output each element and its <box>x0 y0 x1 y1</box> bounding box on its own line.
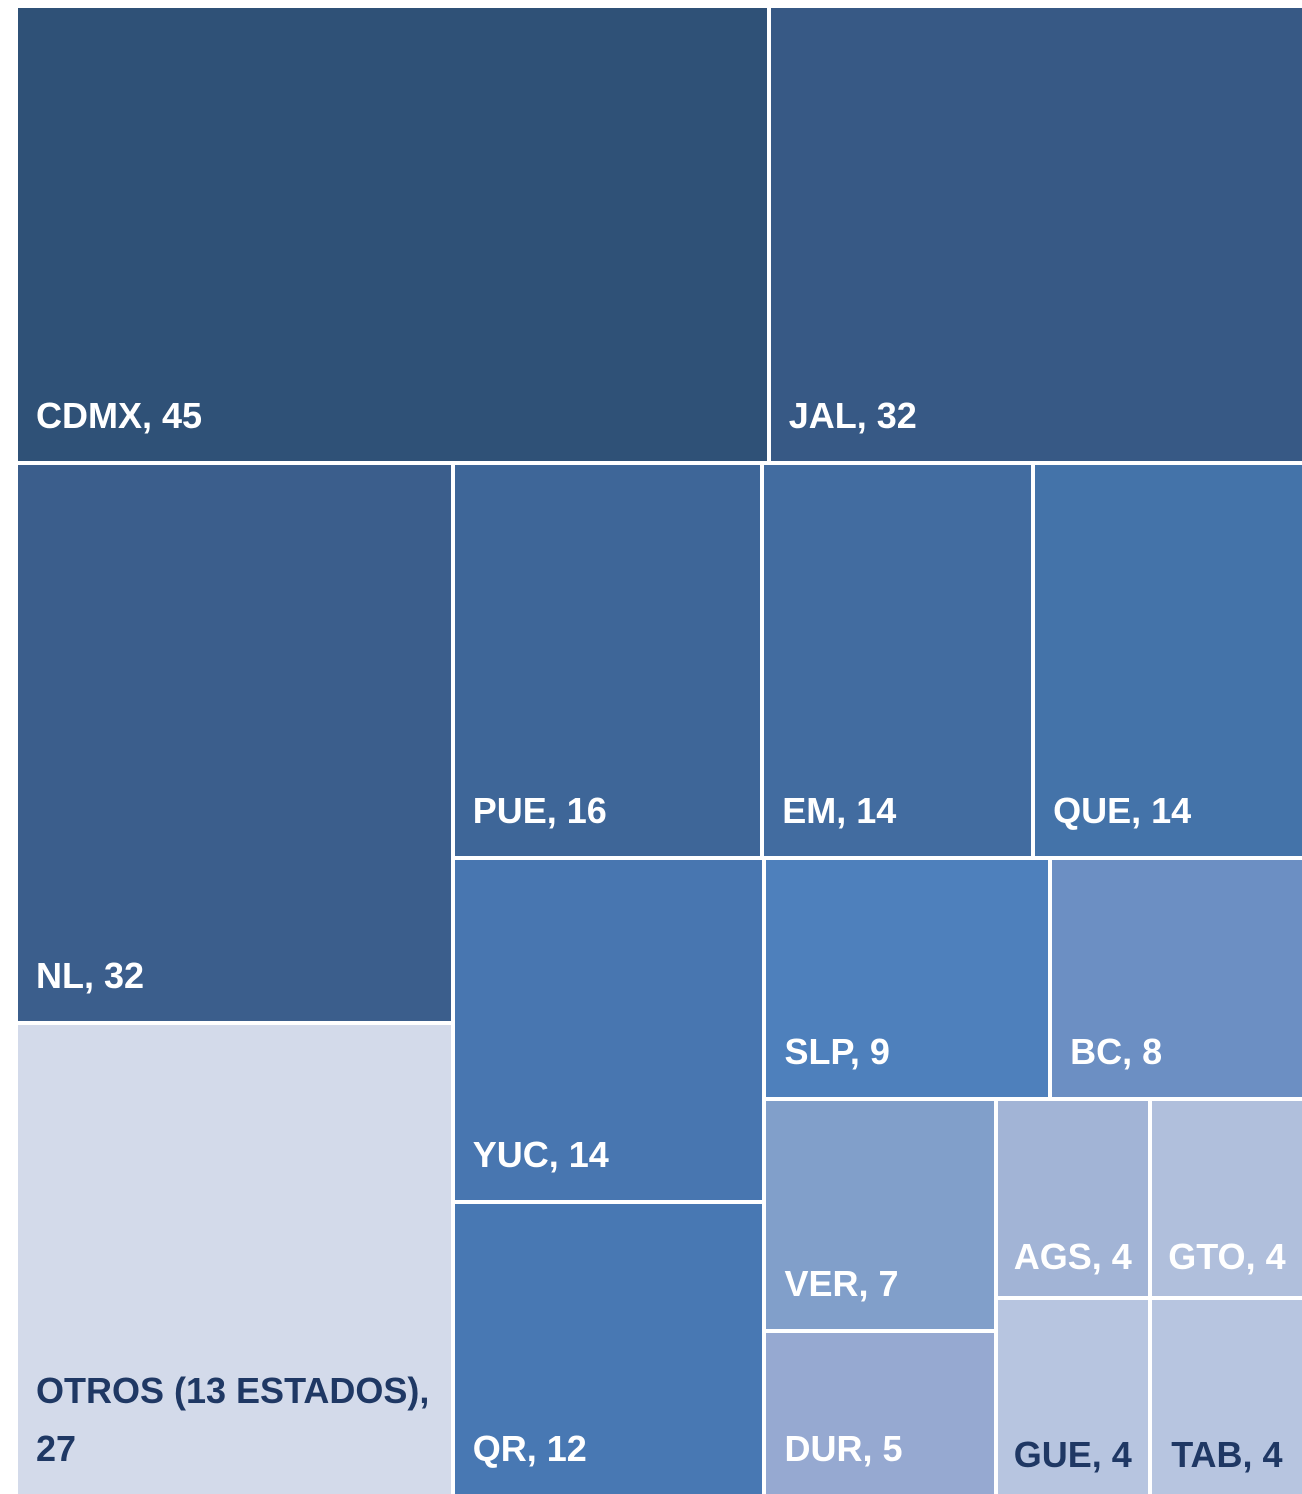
treemap-cell: VER, 7 <box>764 1099 996 1331</box>
cell-label: SLP, 9 <box>784 1031 890 1073</box>
cell-label: AGS, 4 <box>1013 1235 1132 1277</box>
treemap-cell: GUE, 4 <box>995 1297 1150 1494</box>
treemap-cell: OTROS (13 ESTADOS), 27 <box>16 1023 453 1494</box>
cell-label: QUE, 14 <box>1053 790 1192 832</box>
treemap-cell: JAL, 32 <box>768 6 1302 464</box>
treemap-cell: AGS, 4 <box>995 1099 1150 1298</box>
cell-label: PUE, 16 <box>472 790 607 832</box>
treemap-cell: EM, 14 <box>762 463 1034 859</box>
treemap-cell: GTO, 4 <box>1149 1099 1302 1298</box>
treemap-cell: SLP, 9 <box>764 858 1051 1100</box>
treemap-cell: YUC, 14 <box>452 858 765 1202</box>
treemap-cell: NL, 32 <box>16 463 453 1024</box>
cell-label: JAL, 32 <box>788 395 917 437</box>
cell-label: YUC, 14 <box>472 1133 609 1175</box>
treemap-cell: DUR, 5 <box>764 1330 996 1494</box>
cell-label: QR, 12 <box>472 1427 587 1469</box>
treemap-cell: QUE, 14 <box>1033 463 1302 859</box>
cell-label: DUR, 5 <box>784 1427 903 1469</box>
treemap-cell: QR, 12 <box>452 1201 765 1494</box>
treemap-cell: CDMX, 45 <box>16 6 769 464</box>
cell-label: OTROS (13 ESTADOS), 27 <box>36 1369 430 1469</box>
cell-label: CDMX, 45 <box>36 395 203 437</box>
cell-label: TAB, 4 <box>1171 1433 1283 1475</box>
cell-label: NL, 32 <box>36 955 145 997</box>
treemap-cell: TAB, 4 <box>1149 1297 1302 1494</box>
cell-label: VER, 7 <box>784 1262 899 1304</box>
cell-label: EM, 14 <box>782 790 897 832</box>
cell-label: GUE, 4 <box>1013 1433 1132 1475</box>
treemap-cell: PUE, 16 <box>452 463 763 859</box>
cell-label: BC, 8 <box>1070 1031 1163 1073</box>
treemap-cell: BC, 8 <box>1050 858 1302 1100</box>
cell-label: GTO, 4 <box>1168 1235 1286 1277</box>
